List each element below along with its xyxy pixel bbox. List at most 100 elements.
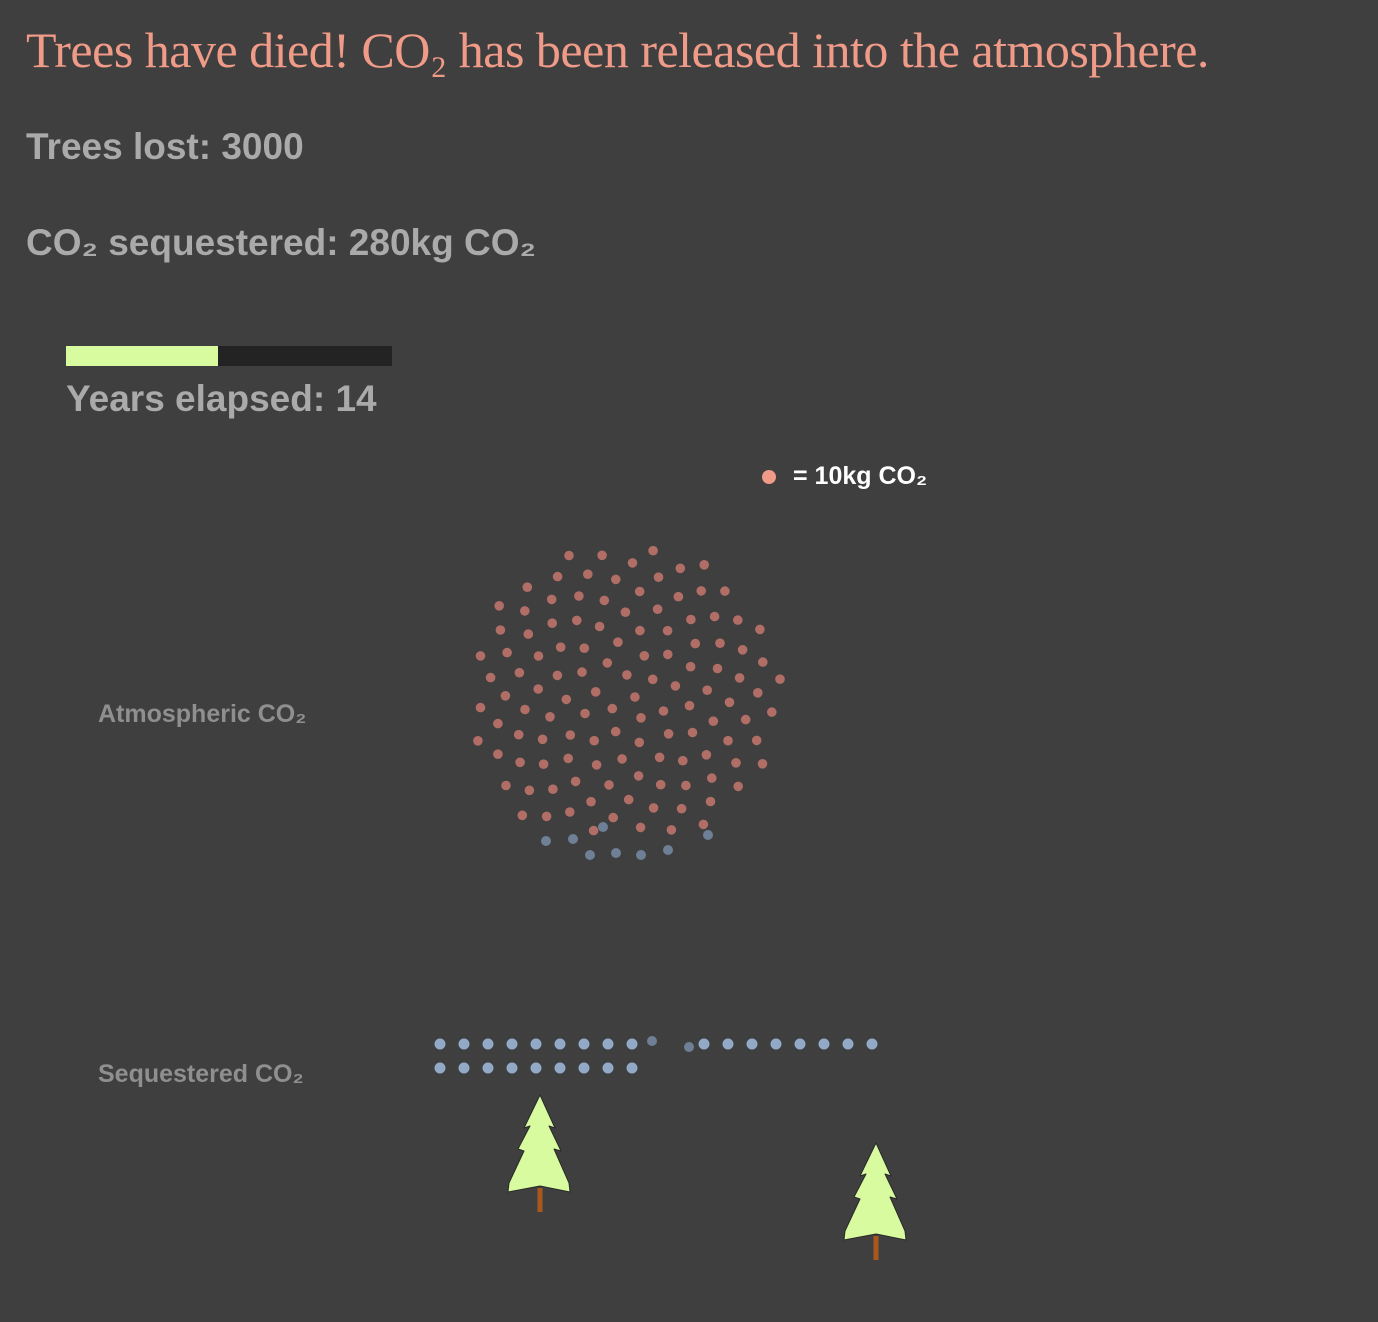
sequestered-co2-dot [698,1038,710,1050]
sequestered-co2-dot [530,1062,542,1074]
atmospheric-co2-dot [654,752,665,763]
sequestered-co2-dot [770,1038,782,1050]
atmospheric-co2-dot [591,760,602,770]
atmospheric-co2-dot [620,607,631,617]
sequestered-co2-dot [626,1062,638,1074]
atmospheric-co2-dot [636,713,646,723]
sequestered-co2-dot [602,1038,614,1050]
migrating-co2-dot [611,848,621,858]
atmospheric-co2-dot [622,670,632,680]
atmospheric-co2-dot [611,574,621,585]
atmospheric-co2-dot [699,560,709,570]
atmospheric-co2-dot [475,702,486,713]
sequestered-co2-dot [482,1038,494,1050]
atmospheric-co2-dot [690,638,701,649]
atmospheric-co2-dot [617,754,627,764]
migrating-co2-dot [585,850,595,860]
atmospheric-co2-dot [485,672,496,683]
atmospheric-co2-dot [662,625,673,636]
headline: Trees have died! CO₂ has been released i… [26,22,1209,78]
atmospheric-co2-dot [473,736,483,746]
atmospheric-co2-dot [523,629,534,639]
atmospheric-co2-dot [715,638,725,648]
tree-icon [507,1094,571,1212]
atmospheric-co2-dot [630,692,640,702]
atmospheric-co2-dot [607,703,618,714]
atmospheric-co2-dot [533,684,543,694]
sequestered-co2-dot [458,1062,470,1074]
atmospheric-co2-dot [733,615,743,625]
atmospheric-co2-dot [678,755,688,766]
sequestered-co2-dot [866,1038,878,1050]
atmospheric-co2-dot [767,707,777,717]
atmospheric-co2-dot [623,794,634,805]
atmospheric-co2-dot [627,558,638,568]
atmospheric-co2-dot [537,734,548,745]
atmospheric-co2-dot [555,642,566,652]
atmospheric-co2-dot [673,591,684,602]
atmospheric-co2-dot [563,753,573,764]
atmospheric-co2-dot [604,780,614,790]
atmospheric-co2-dot [613,637,623,647]
sequestered-co2-dot [530,1038,542,1050]
sequestered-co2-dot [434,1062,446,1074]
atmospheric-co2-dot [685,661,696,672]
sequestered-co2-dot [578,1038,590,1050]
atmospheric-co2-dot [583,569,593,579]
atmospheric-co2-dot [635,625,645,636]
atmospheric-co2-dot [775,674,785,684]
atmospheric-co2-dot [538,759,549,769]
sequestered-co2-dot [818,1038,830,1050]
atmospheric-co2-dot [635,822,646,833]
atmospheric-co2-dot [513,729,524,740]
atmospheric-co2-dot [684,700,695,711]
years-elapsed-label: Years elapsed: 14 [66,378,377,419]
atmospheric-co2-dot [676,803,687,814]
migrating-co2-dot [598,822,608,832]
atmospheric-co2-dot [561,694,572,705]
atmospheric-co2-dot [734,673,745,683]
atmospheric-co2-dot [494,601,505,611]
atmospheric-co2-dot [675,563,686,574]
tree-icon [843,1142,907,1260]
atmospheric-co2-dot [740,714,751,725]
atmospheric-co2-dot [546,594,557,605]
atmospheric-co2-dot [590,687,601,697]
atmospheric-co2-dot [533,651,544,661]
atmospheric-co2-dot [602,658,613,668]
atmospheric-co2-dot [594,621,605,632]
atmospheric-co2-dot [495,625,506,635]
atmospheric-co2-dot [500,691,511,701]
atmospheric-co2-dot [552,670,563,681]
atmospheric-co2-dot [723,735,733,746]
atmospheric-co2-dot [610,726,621,737]
atmospheric-co2-dot [705,796,716,807]
atmospheric-co2-dot [663,649,673,660]
atmospheric-co2-dot [755,624,765,635]
legend: = 10kg CO₂ [762,462,927,491]
atmospheric-co2-dot [639,651,650,661]
atmospheric-co2-dot [545,712,555,722]
atmospheric-co2-dot [565,807,575,817]
atmospheric-co2-dot [648,545,658,556]
migrating-co2-dot [663,845,673,855]
atmospheric-co2-dot [737,645,748,655]
atmospheric-co2-dot [648,803,659,813]
atmospheric-co2-dot [589,735,599,746]
sequestered-co2-dot [434,1038,446,1050]
atmospheric-co2-dot [574,591,584,601]
sequestered-co2-dot [794,1038,806,1050]
atmospheric-co2-dot [522,582,533,592]
co2-sequestered-stat: CO₂ sequestered: 280kg CO₂ [26,222,536,263]
sequestered-co2-dot [482,1062,494,1074]
atmospheric-co2-dot [515,757,525,768]
atmospheric-co2-dot [577,667,587,677]
atmospheric-co2-dot [753,688,763,698]
atmospheric-co2-dot [564,550,574,561]
sequestered-co2-dot [554,1038,566,1050]
atmospheric-co2-dot [712,663,723,674]
atmospheric-co2-dot [666,825,677,835]
atmospheric-co2-dot [658,706,669,716]
atmospheric-co2-dot [579,643,590,653]
